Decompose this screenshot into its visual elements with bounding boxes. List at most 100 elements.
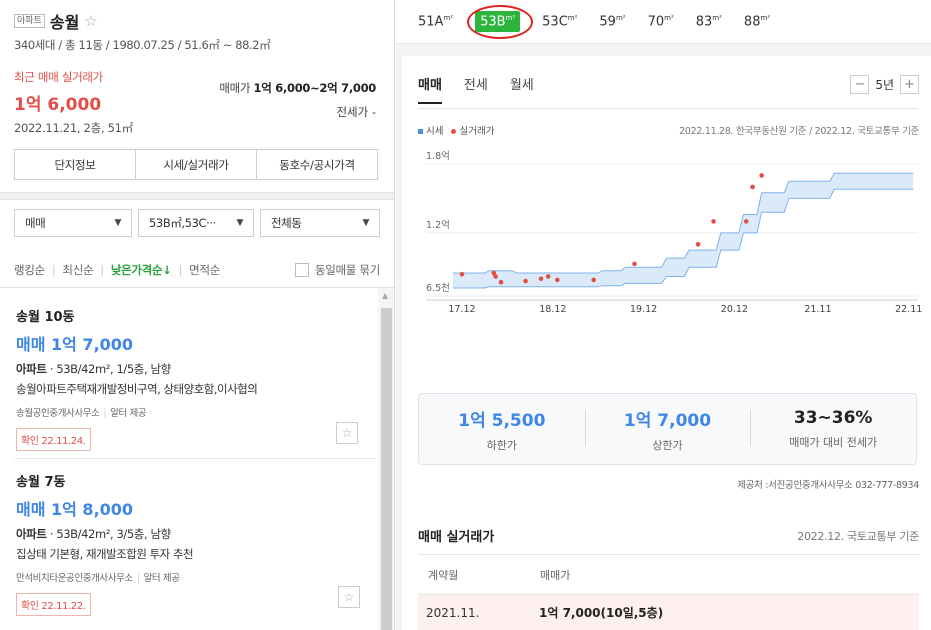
trade-point [498, 279, 504, 285]
listing-name: 송월 10동 [16, 310, 75, 325]
price-range-label: 매매가 [219, 81, 251, 95]
trade-point [491, 270, 497, 276]
detail-panel: 51Am² 53Bm² 53Cm² 59m² 70m² 83m² 88m² 매매… [396, 0, 931, 630]
list-item[interactable]: 송월 7동 매매 1억 8,000 아파트 · 53B/42m², 3/5층, … [14, 458, 378, 618]
agent-name: 만석비치타운공인중개사사무소 [16, 573, 133, 584]
agent-name: 송월공인중개사사무소 [16, 408, 100, 419]
confirm-badge: 확인 22.11.22. [16, 593, 91, 616]
area-tab-59[interactable]: 59m² [599, 13, 626, 30]
listing-spec: · 53B/42m², 3/5층, 남향 [49, 527, 171, 541]
area-tab-51a[interactable]: 51Am² [418, 13, 454, 30]
chevron-down-icon: ▼ [362, 218, 369, 228]
agent-provider: 알터 제공 [110, 408, 147, 419]
chart-source: 2022.11.28. 한국부동산원 기준 / 2022.12. 국토교통부 기… [679, 126, 919, 137]
tab-monthly[interactable]: 월세 [509, 78, 534, 93]
row-price: 1억 7,000(10일,5층) [539, 606, 664, 620]
x-tick-label: 20.12 [721, 304, 748, 315]
trade-point [591, 277, 596, 283]
period-label: 5년 [875, 78, 894, 92]
dong-select[interactable]: 전체동 ▼ [260, 209, 380, 237]
listing-type: 아파트 [16, 362, 47, 376]
area-tab-83[interactable]: 83m² [695, 13, 722, 30]
listing-agent: 송월공인중개사사무소 | 알터 제공 [16, 408, 147, 419]
x-tick-label: 17.12 [448, 304, 475, 315]
sort-low-price[interactable]: 낮은가격순↓ [110, 263, 172, 277]
area-tab-53b[interactable]: 53Bm² [467, 4, 534, 40]
scroll-up-icon[interactable]: ▲ [382, 291, 389, 300]
area-tab-88[interactable]: 88m² [743, 13, 771, 30]
price-range: 매매가 1억 6,000~2억 7,000 [219, 80, 376, 96]
transactions-title: 매매 실거래가 [418, 530, 495, 545]
scrollbar[interactable]: ▲ [378, 288, 394, 630]
tab-complex-info[interactable]: 단지정보 [15, 150, 136, 179]
row-month: 2021.11. [426, 605, 480, 620]
y-tick-label: 1.8억 [426, 150, 450, 162]
sort-ranking[interactable]: 랭킹순 [14, 263, 45, 277]
trade-point [523, 278, 528, 284]
stats-box: 1억 5,500 하한가 1억 7,000 상한가 33~36% 매매가 대비 … [418, 393, 917, 465]
group-same-listings[interactable]: 동일매물 묶기 [294, 262, 380, 278]
tab-units[interactable]: 동호수/공시가격 [279, 157, 355, 172]
trade-point [695, 242, 701, 247]
listing-desc: 아파트 · 53B/42m², 1/5층, 남향 [16, 361, 362, 377]
x-tick-label: 19.12 [630, 304, 657, 315]
tab-sale[interactable]: 매매 [418, 74, 442, 104]
listing-list: 송월 10동 매매 1억 7,000 아파트 · 53B/42m², 1/5층,… [0, 288, 378, 630]
stat-value: 1억 7,000 [623, 410, 712, 431]
legend-actual: 실거래가 [451, 123, 494, 137]
trade-point [750, 184, 755, 190]
listing-agent: 만석비치타운공인중개사사무소 | 알터 제공 [16, 573, 180, 584]
stat-upper: 1억 7,000 상한가 [584, 394, 751, 464]
sort-latest[interactable]: 최신순 [62, 263, 94, 277]
provider-note: 제공처 :서진공인중개사사무소 032-777-8934 [737, 480, 919, 491]
listing-feature: 집상태 기본형, 재개발조합원 투자 추천 [16, 547, 194, 561]
market-upper-line [452, 172, 914, 274]
area-tab-70[interactable]: 70m² [647, 13, 674, 30]
tab-price[interactable]: 시세/실거래가 [136, 150, 257, 179]
transactions-source: 2022.12. 국토교통부 기준 [797, 530, 919, 543]
listing-name: 송월 7동 [16, 475, 66, 490]
stat-label: 상한가 [652, 438, 683, 452]
trade-type-select[interactable]: 매매 ▼ [14, 209, 132, 237]
scroll-thumb[interactable] [381, 308, 392, 630]
trade-type-value: 매매 [25, 216, 46, 230]
area-tabs: 51Am² 53Bm² 53Cm² 59m² 70m² 83m² 88m² [396, 0, 931, 44]
minus-icon[interactable]: − [850, 75, 870, 94]
chevron-down-icon: ▼ [236, 218, 243, 228]
chart-tabs: 매매 전세 월세 [418, 74, 534, 104]
listing-spec: · 53B/42m², 1/5층, 남향 [49, 362, 171, 376]
sort-bar: 랭킹순 | 최신순 | 낮은가격순↓ | 면적순 동일매물 묶기 [14, 262, 380, 278]
recent-price-label: 최근 매매 실거래가 [14, 70, 103, 84]
area-tab-53c[interactable]: 53Cm² [542, 13, 578, 30]
market-band [452, 173, 914, 288]
table-row[interactable]: 2021.11. 1억 7,000(10일,5층) [418, 594, 919, 630]
tab-jeonse[interactable]: 전세 [463, 78, 488, 93]
col-header-month: 계약월 [428, 569, 459, 582]
trade-point [743, 219, 749, 224]
sort-area[interactable]: 면적순 [189, 263, 221, 277]
listing-panel: 아파트 송월 ☆ 340세대 / 총 11동 / 1980.07.25 / 51… [0, 0, 395, 630]
trade-point [632, 261, 637, 267]
trade-point [538, 276, 544, 282]
confirm-badge: 확인 22.11.24. [16, 428, 91, 451]
dong-value: 전체동 [271, 216, 302, 230]
complex-name: 송월 [49, 13, 80, 32]
market-lower-line [452, 188, 914, 289]
listing-feature: 송월아파트주택재개발정비구역, 상태양호함,이사협의 [16, 382, 258, 396]
star-icon[interactable]: ☆ [338, 586, 360, 608]
chart-legend: 시세 실거래가 [418, 123, 494, 137]
complex-info: 340세대 / 총 11동 / 1980.07.25 / 51.6㎡ ~ 88.… [14, 38, 271, 52]
checkbox[interactable] [294, 263, 309, 277]
y-tick-label: 1.2억 [426, 219, 450, 231]
plus-icon[interactable]: + [900, 75, 919, 94]
trade-point [759, 173, 764, 178]
star-icon[interactable]: ☆ [336, 422, 358, 444]
x-tick-label: 22.11 [895, 304, 922, 315]
star-icon[interactable]: ☆ [84, 11, 98, 30]
trade-point [459, 271, 465, 277]
list-item[interactable]: 송월 10동 매매 1억 7,000 아파트 · 53B/42m², 1/5층,… [0, 288, 378, 458]
area-select[interactable]: 53B㎡,53C··· ▼ [138, 209, 254, 237]
listing-price: 매매 1억 7,000 [16, 335, 134, 354]
listing-desc: 아파트 · 53B/42m², 3/5층, 남향 [16, 526, 362, 542]
chevron-down-icon: ▼ [114, 218, 121, 228]
